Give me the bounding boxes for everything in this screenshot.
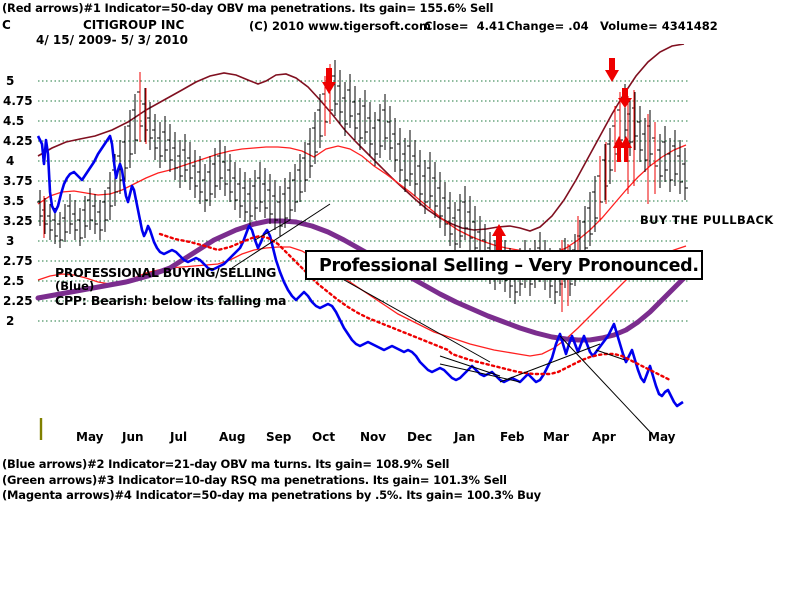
trend-lines (231, 203, 653, 435)
x-tick-label-may1: May (76, 430, 104, 444)
close-price: Close= 4.41 (424, 19, 505, 33)
y-tick-label: 5 (6, 74, 15, 88)
y-tick-label: 2.5 (3, 274, 25, 288)
indicator-summary-footer: (Blue arrows)#2 Indicator=21-day OBV ma … (2, 457, 541, 504)
y-tick-label: 2 (6, 314, 15, 328)
x-tick-label-mar: Mar (543, 430, 569, 444)
trendline-up-left (231, 203, 331, 269)
signal-arrows (322, 58, 632, 250)
y-tick-label: 3.75 (3, 174, 33, 188)
annotation-blue-legend: (Blue) (55, 279, 95, 293)
x-tick-label-sep: Sep (266, 430, 292, 444)
x-tick-label-aug: Aug (219, 430, 246, 444)
indicator-3-summary: (Green arrows)#3 Indicator=10-day RSQ ma… (2, 472, 507, 487)
x-tick-label-oct: Oct (312, 430, 336, 444)
y-tick-label: 2.25 (3, 294, 33, 308)
y-tick-label: 2.75 (3, 254, 33, 268)
chart-svg (35, 44, 690, 440)
sell-arrow-down (605, 58, 619, 82)
trendline-down-lower (439, 355, 501, 377)
y-tick-label: 4.25 (3, 134, 33, 148)
obv-blue-line (36, 134, 684, 408)
trendline-short (254, 219, 291, 241)
buy-arrow-up (492, 224, 506, 250)
copyright-notice: (C) 2010 www.tigersoft.com (249, 19, 431, 33)
x-tick-label-dec: Dec (407, 430, 433, 444)
y-tick-label: 3.5 (3, 194, 25, 208)
trendline-small-right (595, 349, 626, 361)
sell-arrow-down (618, 88, 632, 108)
trendline-down-upper (329, 271, 491, 363)
volume-value: Volume= 4341482 (600, 19, 718, 33)
y-tick-label: 3.25 (3, 214, 33, 228)
x-tick-label-apr: Apr (592, 430, 616, 444)
y-tick-label: 4.5 (3, 114, 25, 128)
indicator-2-summary: (Blue arrows)#2 Indicator=21-day OBV ma … (2, 457, 450, 471)
y-tick-label: 4 (6, 154, 15, 168)
ticker-symbol: C (2, 18, 11, 32)
annotation-box-professional-selling: Professional Selling – Very Pronounced. (305, 250, 703, 280)
trendline-up-right (499, 343, 601, 383)
trendline-break-down (559, 335, 653, 435)
x-tick-label-jun: Jun (122, 430, 144, 444)
indicator-1-summary: (Red arrows)#1 Indicator=50-day OBV ma p… (2, 1, 494, 15)
x-tick-label-jul: Jul (170, 430, 188, 444)
obv-ma-red-dotted (158, 232, 672, 382)
indicator-4-summary: (Magenta arrows)#4 Indicator=50-day ma p… (2, 488, 541, 502)
sell-arrow-down (322, 68, 336, 94)
annotation-cpp-bearish: CPP: Bearish: below its falling ma (55, 293, 287, 308)
company-name: CITIGROUP INC (83, 18, 185, 32)
x-tick-label-feb: Feb (500, 430, 525, 444)
date-range: 4/ 15/ 2009- 5/ 3/ 2010 (36, 33, 188, 47)
price-chart-canvas (0, 44, 800, 444)
x-tick-label-may2: May (648, 430, 676, 444)
x-tick-label-nov: Nov (360, 430, 387, 444)
price-change: Change= .04 (506, 19, 589, 33)
annotation-buy-the-pullback: BUY THE PULLBACK (640, 213, 774, 227)
buy-arrow-up (613, 136, 632, 162)
x-tick-label-jan: Jan (454, 430, 476, 444)
annotation-box-label: Professional Selling – Very Pronounced. (319, 256, 699, 276)
upper-band-dark-line (37, 44, 685, 232)
y-tick-label: 4.75 (3, 94, 33, 108)
y-tick-label: 3 (6, 234, 15, 248)
annotation-professional-buying-selling: PROFESSIONAL BUYING/SELLING (55, 265, 277, 280)
highlighted-price-bars (43, 64, 656, 312)
